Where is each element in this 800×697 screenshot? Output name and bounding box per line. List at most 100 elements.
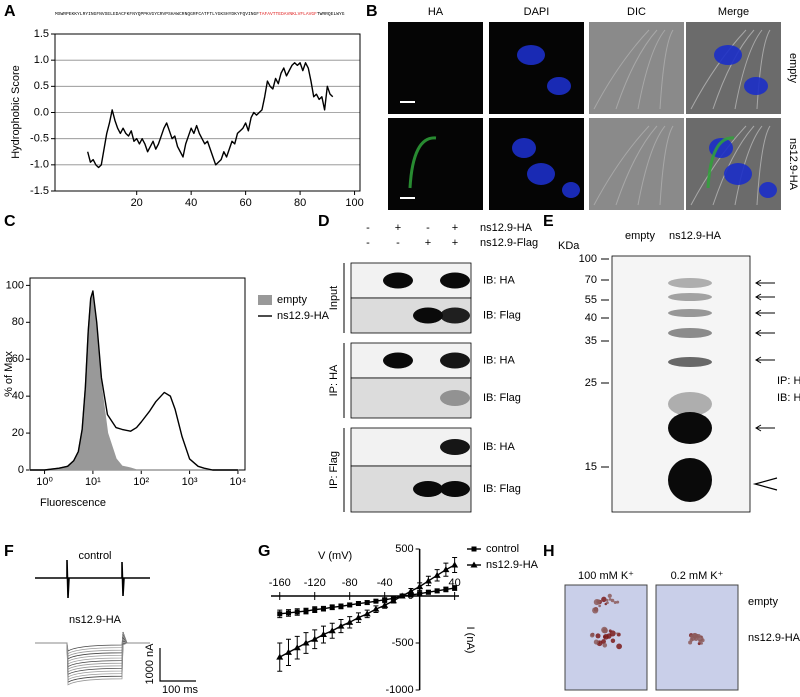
x-tick-label: -80 bbox=[342, 577, 358, 589]
medium-label: 0.2 mM K⁺ bbox=[671, 570, 724, 582]
lane-label: empty bbox=[625, 230, 655, 242]
band bbox=[440, 390, 470, 406]
colony bbox=[691, 633, 697, 638]
data-point bbox=[354, 614, 362, 621]
current-trace bbox=[35, 642, 150, 686]
data-point bbox=[312, 607, 318, 613]
colony bbox=[700, 642, 703, 645]
data-point bbox=[294, 609, 300, 615]
condition-sign: - bbox=[366, 222, 370, 234]
colony bbox=[595, 633, 601, 639]
band bbox=[413, 307, 443, 324]
data-point bbox=[452, 585, 458, 591]
legend-label: empty bbox=[277, 294, 307, 306]
legend-swatch bbox=[258, 295, 272, 305]
data-point bbox=[293, 644, 301, 651]
legend-marker bbox=[471, 546, 477, 552]
nucleus bbox=[714, 45, 742, 65]
marker-label: 35 bbox=[585, 335, 597, 347]
condition-sign: + bbox=[425, 237, 431, 249]
colony bbox=[607, 593, 612, 598]
data-point bbox=[443, 586, 449, 592]
colony bbox=[610, 638, 616, 643]
panel-label: G bbox=[258, 543, 270, 560]
colony bbox=[589, 632, 595, 638]
data-line bbox=[87, 62, 334, 169]
legend-label: ns12.9-HA bbox=[486, 559, 539, 571]
data-point bbox=[398, 592, 406, 599]
colony bbox=[693, 636, 699, 641]
data-point bbox=[329, 604, 335, 610]
y-tick-label: 20 bbox=[12, 427, 24, 439]
arrow bbox=[755, 309, 775, 317]
condition-sign: + bbox=[395, 222, 401, 234]
medium-label: 100 mM K⁺ bbox=[578, 570, 634, 582]
blot-label: IB: Flag bbox=[483, 309, 521, 321]
data-point bbox=[311, 635, 319, 642]
ha-signal bbox=[408, 136, 437, 189]
y-tick-label: -1000 bbox=[386, 684, 414, 696]
data-point bbox=[346, 618, 354, 625]
marker-label: 70 bbox=[585, 274, 597, 286]
current-trace bbox=[35, 641, 150, 678]
x-axis-label: Fluorescence bbox=[40, 497, 106, 509]
cell-outline bbox=[756, 125, 771, 206]
data-point bbox=[347, 602, 353, 608]
data-point bbox=[328, 627, 336, 634]
arrow bbox=[755, 293, 775, 301]
unit-label: KDa bbox=[558, 240, 580, 252]
y-tick-label: -1.0 bbox=[30, 159, 49, 171]
micrograph bbox=[388, 22, 483, 114]
data-point bbox=[303, 608, 309, 614]
x-tick-label: 40 bbox=[449, 577, 461, 589]
data-point bbox=[381, 601, 389, 608]
marker-label: 100 bbox=[579, 253, 597, 265]
lane-label: ns12.9-HA bbox=[669, 230, 722, 242]
panel-label: C bbox=[4, 213, 16, 230]
cell-outline bbox=[734, 125, 763, 206]
colony bbox=[603, 635, 607, 639]
band bbox=[668, 293, 712, 301]
colony bbox=[606, 601, 609, 605]
data-point bbox=[284, 648, 292, 655]
arrowhead bbox=[752, 477, 778, 491]
data-point bbox=[424, 577, 432, 584]
band bbox=[668, 309, 712, 317]
y-axis-label: I (nA) bbox=[464, 627, 476, 654]
marker-label: 55 bbox=[585, 294, 597, 306]
data-point bbox=[408, 592, 414, 598]
data-point bbox=[277, 611, 283, 617]
x-tick-label: 10⁰ bbox=[36, 476, 53, 488]
cell-outline bbox=[659, 125, 674, 206]
column-header: DIC bbox=[627, 6, 646, 18]
x-tick-label: 40 bbox=[185, 197, 197, 209]
y-tick-label: 100 bbox=[6, 279, 24, 291]
condition-name: ns12.9-HA bbox=[480, 222, 533, 234]
panel-label: D bbox=[318, 213, 330, 230]
column-header: Merge bbox=[718, 6, 749, 18]
micrograph bbox=[589, 22, 684, 114]
x-tick-label: 10¹ bbox=[85, 476, 101, 488]
current-trace bbox=[35, 559, 150, 599]
marker-label: 25 bbox=[585, 377, 597, 389]
cell-outline bbox=[637, 29, 666, 110]
data-point bbox=[364, 600, 370, 606]
panel-label: E bbox=[543, 213, 554, 230]
data-point bbox=[320, 606, 326, 612]
note-label: IB: HA bbox=[777, 392, 800, 404]
nucleus bbox=[759, 182, 777, 198]
x-tick-label: 100 bbox=[345, 197, 363, 209]
band bbox=[383, 352, 413, 369]
arrow bbox=[755, 424, 775, 432]
nucleus bbox=[562, 182, 580, 198]
x-tick-label: -40 bbox=[377, 577, 393, 589]
cell-outline bbox=[734, 29, 763, 110]
current-trace bbox=[35, 635, 150, 665]
sequence-part: TWRRQELWYG bbox=[317, 11, 345, 17]
note-label: IP: HA bbox=[777, 375, 800, 387]
y-tick-label: 80 bbox=[12, 316, 24, 328]
nucleus bbox=[547, 77, 571, 95]
arrow bbox=[755, 329, 775, 337]
